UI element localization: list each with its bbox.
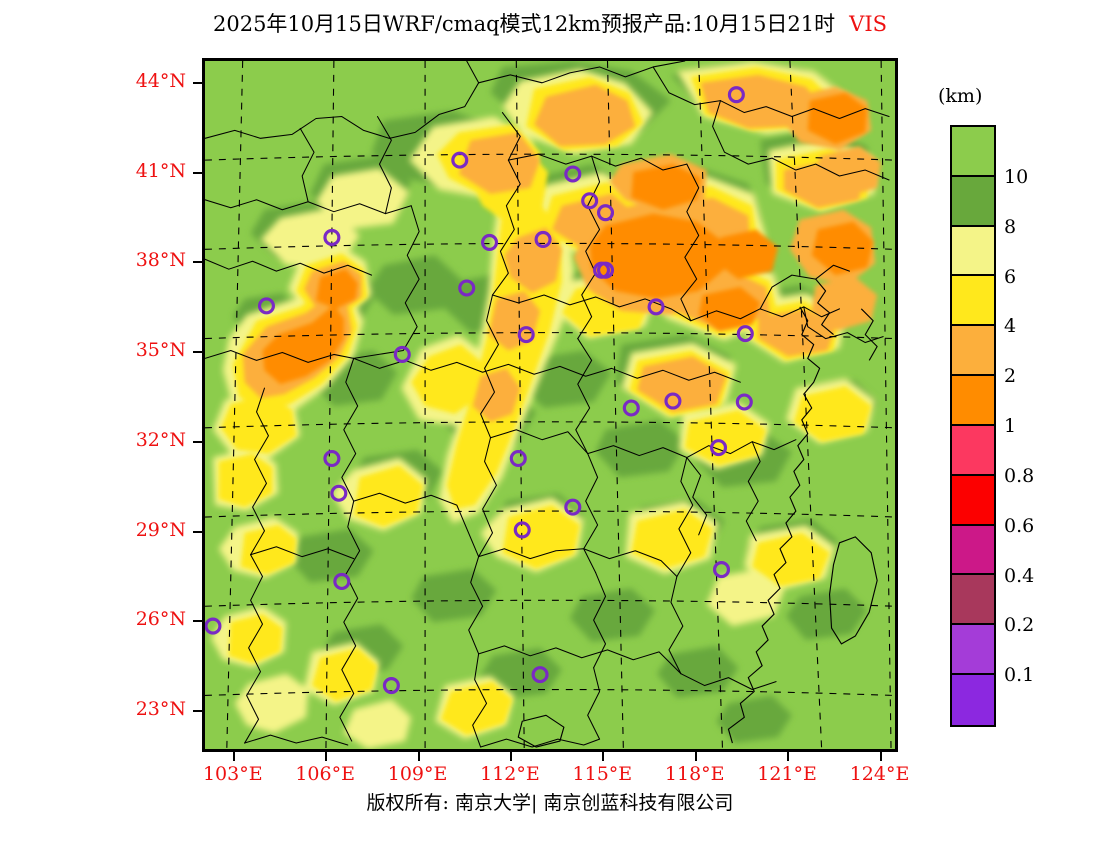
colorbar-tick-label: 2	[1004, 365, 1017, 388]
city-marker[interactable]	[664, 392, 682, 410]
lat-tick	[193, 81, 202, 84]
lon-tick	[325, 752, 328, 761]
lat-tick	[193, 440, 202, 443]
city-marker[interactable]	[735, 393, 753, 411]
band-1to2km	[262, 92, 874, 385]
colorbar: (km) 10 8 6 4 2 1 0.8 0.6 0.4 0.2 0.1	[930, 85, 1100, 765]
city-marker[interactable]	[647, 298, 665, 316]
city-marker[interactable]	[333, 572, 351, 590]
city-marker[interactable]	[393, 345, 411, 363]
colorbar-bar	[950, 125, 996, 727]
city-marker[interactable]	[564, 165, 582, 183]
lat-axis-label: 41°N	[135, 159, 186, 182]
lon-tick	[694, 752, 697, 761]
city-marker[interactable]	[736, 325, 754, 343]
lat-tick	[193, 620, 202, 623]
city-marker[interactable]	[382, 677, 400, 695]
administrative-boundaries	[205, 61, 890, 748]
city-marker[interactable]	[531, 666, 549, 684]
lon-axis-label: 106°E	[295, 763, 355, 785]
colorbar-tick-label: 1	[1004, 415, 1017, 437]
city-marker[interactable]	[330, 484, 348, 502]
colorbar-band-10	[952, 625, 994, 676]
title-text: 2025年10月15日WRF/cmaq模式12km预报产品:10月15日21时	[212, 12, 836, 36]
colorbar-band-3	[952, 276, 994, 327]
lon-axis-label: 112°E	[480, 763, 540, 785]
colorbar-tick-label: 10	[1004, 165, 1029, 188]
colorbar-tick-label: 0.1	[1004, 664, 1035, 687]
map-plot-area[interactable]	[202, 58, 898, 752]
colorbar-band-11	[952, 675, 994, 725]
city-marker[interactable]	[323, 450, 341, 468]
city-marker[interactable]	[451, 151, 469, 169]
title-variable-label: VIS	[849, 12, 888, 36]
lon-tick	[509, 752, 512, 761]
city-marker[interactable]	[534, 230, 552, 248]
coastline	[517, 278, 878, 748]
city-marker[interactable]	[564, 498, 582, 516]
city-marker-group[interactable]	[205, 86, 754, 695]
city-marker[interactable]	[581, 192, 599, 210]
city-marker[interactable]	[205, 617, 222, 635]
lat-tick	[193, 171, 202, 174]
lon-axis-label: 103°E	[202, 763, 263, 785]
city-marker[interactable]	[513, 521, 531, 539]
city-marker[interactable]	[458, 279, 476, 297]
lon-tick	[879, 752, 882, 761]
city-marker[interactable]	[622, 399, 640, 417]
colorbar-band-7	[952, 475, 994, 526]
colorbar-band-2	[952, 226, 994, 277]
lon-axis-label: 118°E	[664, 763, 725, 785]
lon-tick	[602, 752, 605, 761]
colorbar-unit-label: (km)	[938, 85, 983, 107]
copyright-footer: 版权所有: 南京大学| 南京创蓝科技有限公司	[366, 792, 734, 814]
city-marker[interactable]	[712, 561, 731, 579]
lat-tick	[193, 351, 202, 354]
city-marker[interactable]	[727, 86, 745, 104]
city-marker[interactable]	[509, 450, 527, 468]
colorbar-band-1	[952, 176, 994, 227]
lat-axis-label: 26°N	[135, 608, 186, 631]
lat-tick	[193, 261, 202, 264]
colorbar-tick-label: 6	[1004, 265, 1017, 288]
colorbar-tick-label: 0.8	[1004, 464, 1035, 487]
lon-axis-label: 115°E	[572, 763, 633, 785]
city-marker[interactable]	[257, 297, 275, 315]
colorbar-tick-label: 8	[1004, 215, 1017, 238]
colorbar-band-0	[952, 127, 994, 177]
city-marker[interactable]	[596, 204, 615, 222]
city-marker[interactable]	[517, 326, 535, 344]
lat-axis-label: 23°N	[135, 698, 186, 721]
colorbar-tick-label: 0.2	[1004, 614, 1035, 637]
lat-axis-label: 29°N	[135, 518, 186, 541]
lat-tick	[193, 530, 202, 533]
lon-tick	[232, 752, 235, 761]
lat-axis-label: 35°N	[135, 339, 186, 362]
colorbar-tick-label: 4	[1004, 315, 1017, 338]
city-marker[interactable]	[323, 228, 341, 246]
page-title: 2025年10月15日WRF/cmaq模式12km预报产品:10月15日21时 V…	[0, 8, 1100, 38]
lon-tick	[417, 752, 420, 761]
lon-tick	[787, 752, 790, 761]
colorbar-band-9	[952, 575, 994, 626]
colorbar-tick-label: 0.4	[1004, 564, 1035, 587]
city-marker[interactable]	[593, 261, 611, 279]
lat-axis-label: 44°N	[135, 69, 186, 92]
colorbar-band-5	[952, 376, 994, 426]
colorbar-tick-label: 0.6	[1004, 514, 1035, 537]
visibility-contour-field	[205, 61, 895, 749]
lon-axis-label: 124°E	[849, 763, 910, 785]
city-marker[interactable]	[710, 439, 728, 457]
lon-axis-label: 109°E	[387, 763, 448, 785]
city-marker[interactable]	[481, 233, 499, 251]
lat-axis-label: 32°N	[135, 428, 186, 451]
graticule-lines	[205, 61, 895, 749]
lon-axis-label: 121°E	[757, 763, 817, 785]
colorbar-band-6	[952, 425, 994, 476]
lat-tick	[193, 710, 202, 713]
lat-axis-label: 38°N	[135, 249, 186, 272]
colorbar-band-4	[952, 326, 994, 377]
colorbar-band-8	[952, 525, 994, 576]
